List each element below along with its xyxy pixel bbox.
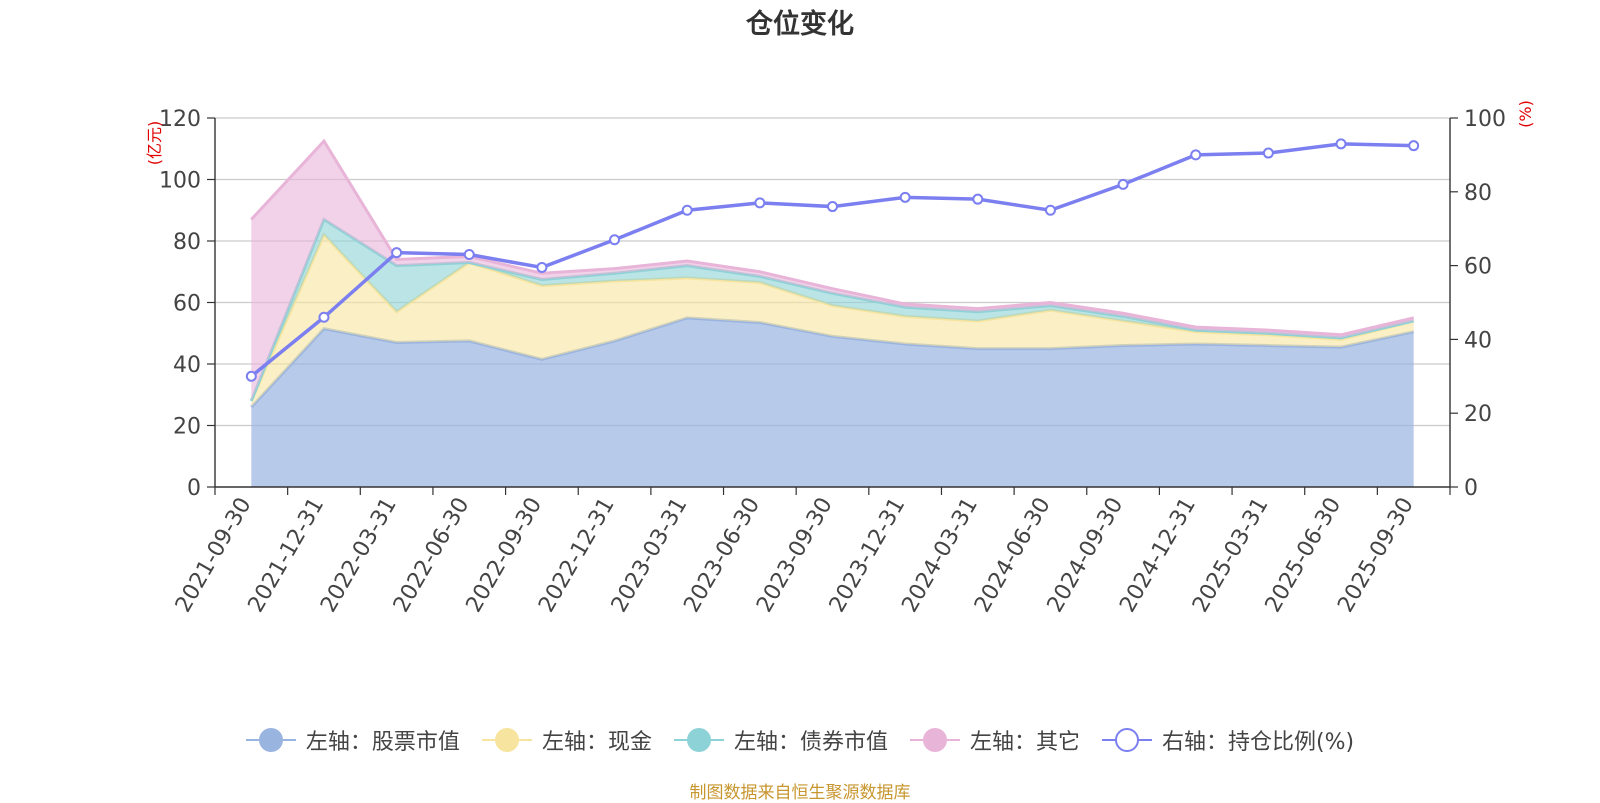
legend-item-3[interactable]: 左轴：债券市值 (673, 724, 888, 756)
ratio-point (1117, 178, 1129, 190)
y-left-tick-label: 0 (187, 476, 201, 501)
x-tick-label: 2025-09-30 (1333, 494, 1419, 617)
ratio-point (463, 249, 475, 261)
ratio-point (1262, 147, 1274, 159)
x-tick-label: 2023-03-31 (607, 494, 693, 617)
y-left-tick-label: 60 (173, 292, 201, 317)
legend-item-2[interactable]: 左轴：现金 (481, 724, 652, 756)
ratio-point (681, 204, 693, 216)
legend-marker (909, 727, 960, 753)
y-left-tick-label: 120 (159, 107, 201, 132)
area-series-edge-4 (250, 138, 1415, 337)
legend-dot (1114, 728, 1139, 752)
legend-label: 右轴：持仓比例(%) (1161, 730, 1355, 755)
ratio-point (1408, 140, 1420, 152)
legend-marker (245, 727, 296, 753)
ratio-point (754, 197, 766, 209)
legend-dot (258, 728, 283, 752)
ratio-point (609, 234, 621, 246)
x-tick-label: 2021-12-31 (244, 494, 330, 617)
legend: 左轴：股票市值 左轴：现金 左轴：债券市值 左轴：其它 右轴：持仓比例(%) (0, 722, 1600, 758)
legend-dot (922, 728, 947, 752)
y-right-tick-label: 0 (1464, 476, 1478, 501)
legend-item-5[interactable]: 右轴：持仓比例(%) (1101, 724, 1355, 756)
ratio-point (318, 311, 330, 323)
ratio-point (391, 247, 403, 259)
x-tick-label: 2023-12-31 (825, 493, 911, 616)
x-tick-label: 2022-03-31 (316, 494, 402, 617)
ratio-point (972, 193, 984, 205)
legend-label: 左轴：债券市值 (733, 730, 888, 755)
x-tick-label: 2024-09-30 (1043, 494, 1129, 617)
ratio-point (1190, 149, 1202, 161)
area-series-2 (251, 234, 1414, 408)
source-note: 制图数据来自恒生聚源数据库 (689, 783, 911, 803)
legend-item-4[interactable]: 左轴：其它 (909, 724, 1080, 756)
y-right-tick-label: 20 (1464, 402, 1492, 427)
y-left-tick-label: 100 (159, 169, 201, 194)
chart-title: 仓位变化 (746, 9, 854, 40)
y-right-unit-label: (%) (1516, 100, 1535, 128)
ratio-point (827, 201, 838, 213)
ratio-point (1044, 204, 1056, 216)
legend-marker (481, 727, 532, 753)
x-tick-label: 2022-12-31 (534, 494, 620, 617)
y-left-tick-label: 80 (173, 230, 201, 255)
y-right-tick-label: 40 (1464, 328, 1492, 353)
x-tick-label: 2023-06-30 (679, 494, 765, 617)
x-tick-label: 2023-09-30 (752, 494, 838, 617)
x-tick-label: 2021-09-30 (171, 494, 257, 617)
y-left-tick-label: 20 (173, 415, 201, 440)
legend-dot (494, 728, 519, 752)
axes (207, 117, 1458, 495)
x-tick-label: 2025-06-30 (1261, 494, 1347, 617)
legend-label: 左轴：现金 (541, 730, 652, 755)
y-right-tick-label: 100 (1464, 107, 1506, 132)
ratio-point (245, 370, 257, 382)
y-left-unit-label: (亿元) (145, 121, 164, 166)
x-tick-label: 2022-09-30 (462, 494, 548, 617)
y-left-tick-label: 40 (173, 353, 201, 378)
ratio-point (899, 191, 911, 203)
ratio-point (1335, 138, 1347, 150)
ratio-point (536, 261, 548, 273)
y-right-tick-label: 80 (1464, 181, 1492, 206)
x-tick-label: 2024-12-31 (1115, 494, 1201, 617)
legend-label: 左轴：其它 (969, 730, 1080, 755)
legend-label: 左轴：股票市值 (305, 730, 460, 755)
x-tick-label: 2024-06-30 (970, 494, 1056, 617)
x-tick-label: 2022-06-30 (389, 494, 475, 617)
legend-dot (686, 728, 711, 752)
x-tick-label: 2025-03-31 (1188, 494, 1274, 617)
x-tick-label: 2024-03-31 (897, 494, 983, 617)
legend-item-1[interactable]: 左轴：股票市值 (245, 724, 460, 756)
stacked-areas (249, 138, 1415, 487)
ratio-line (245, 138, 1420, 382)
legend-marker (1101, 727, 1152, 753)
legend-marker (673, 727, 724, 753)
y-right-tick-label: 60 (1464, 255, 1492, 280)
